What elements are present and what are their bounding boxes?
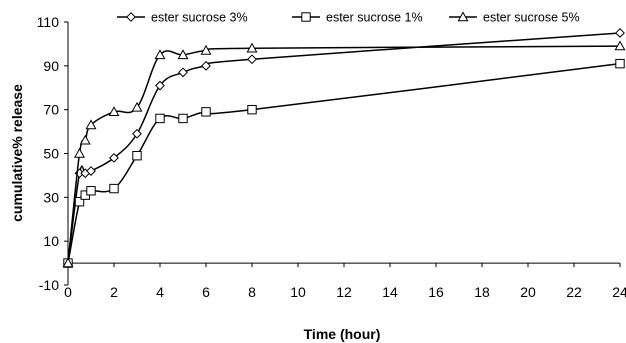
data-point-square <box>132 150 142 161</box>
data-point-diamond <box>109 152 119 163</box>
y-tick-label: 50 <box>43 146 59 162</box>
series-square <box>63 58 625 268</box>
data-point-triangle <box>246 42 258 53</box>
y-axis-title: cumulative% release <box>9 84 25 222</box>
x-tick-label: 4 <box>156 284 164 300</box>
y-tick-label: 90 <box>43 58 59 74</box>
data-point-triangle <box>74 147 85 158</box>
legend-item: ester sucrose 3% <box>117 11 248 25</box>
x-tick-label: 20 <box>520 284 536 300</box>
data-point-triangle <box>200 44 212 55</box>
data-point-triangle <box>79 134 91 145</box>
data-point-triangle <box>131 101 143 112</box>
legend-item: ester sucrose 5% <box>449 11 580 25</box>
x-tick-label: 10 <box>290 284 306 300</box>
y-tick-label: -10 <box>39 277 59 293</box>
x-axis-title: Time (hour) <box>304 326 381 342</box>
x-tick-label: 12 <box>336 284 352 300</box>
data-point-diamond <box>132 128 142 139</box>
x-tick-label: 22 <box>566 284 582 300</box>
legend: ester sucrose 3% ester sucrose 1% ester su… <box>117 11 580 25</box>
x-tick-label: 16 <box>428 284 444 300</box>
legend-label: ester sucrose 3% <box>151 11 248 25</box>
data-point-triangle <box>177 49 189 60</box>
legend-label: ester sucrose 5% <box>483 11 580 25</box>
x-tick-label: 6 <box>202 284 210 300</box>
series-line <box>67 45 621 264</box>
series-line <box>67 32 621 264</box>
data-point-square <box>86 186 96 196</box>
data-point-triangle <box>614 40 626 51</box>
plot-series <box>62 28 626 268</box>
data-point-diamond <box>201 60 211 71</box>
x-tick-label: 18 <box>474 284 490 300</box>
data-point-square <box>247 104 257 115</box>
y-tick-label: 70 <box>43 102 59 118</box>
data-point-diamond <box>155 80 165 91</box>
data-point-square <box>615 58 625 69</box>
y-axis: -10 10 30 50 70 90 110 <box>37 14 69 293</box>
data-point-triangle <box>85 119 97 130</box>
x-tick-label: 0 <box>64 284 72 300</box>
series-line <box>67 62 621 264</box>
legend-item: ester sucrose 1% <box>292 11 423 25</box>
data-point-triangle <box>62 257 74 268</box>
data-point-diamond <box>86 166 96 176</box>
legend-label: ester sucrose 1% <box>326 11 423 25</box>
legend-marker-square <box>301 12 311 22</box>
x-axis: 0 2 4 6 8 10 12 14 16 18 20 22 24 <box>64 262 626 300</box>
x-tick-label: 24 <box>612 284 626 300</box>
data-point-triangle <box>154 49 166 60</box>
data-point-square <box>74 197 85 207</box>
y-tick-label: 10 <box>43 233 59 249</box>
legend-marker-diamond <box>126 12 136 22</box>
legend-marker-triangle <box>457 11 469 22</box>
series-diamond <box>63 28 625 268</box>
series-triangle <box>62 40 626 268</box>
data-point-diamond <box>615 28 625 38</box>
x-tick-label: 2 <box>110 284 118 300</box>
y-tick-label: 110 <box>37 14 60 30</box>
data-point-square <box>155 113 165 124</box>
data-point-triangle <box>108 106 120 117</box>
data-point-square <box>109 183 119 194</box>
data-point-square <box>201 107 211 117</box>
data-point-square <box>178 113 188 124</box>
data-point-diamond <box>178 67 188 78</box>
y-tick-label: 30 <box>43 189 59 205</box>
data-point-diamond <box>247 54 257 65</box>
x-tick-label: 8 <box>248 284 256 300</box>
x-tick-label: 14 <box>382 284 398 300</box>
